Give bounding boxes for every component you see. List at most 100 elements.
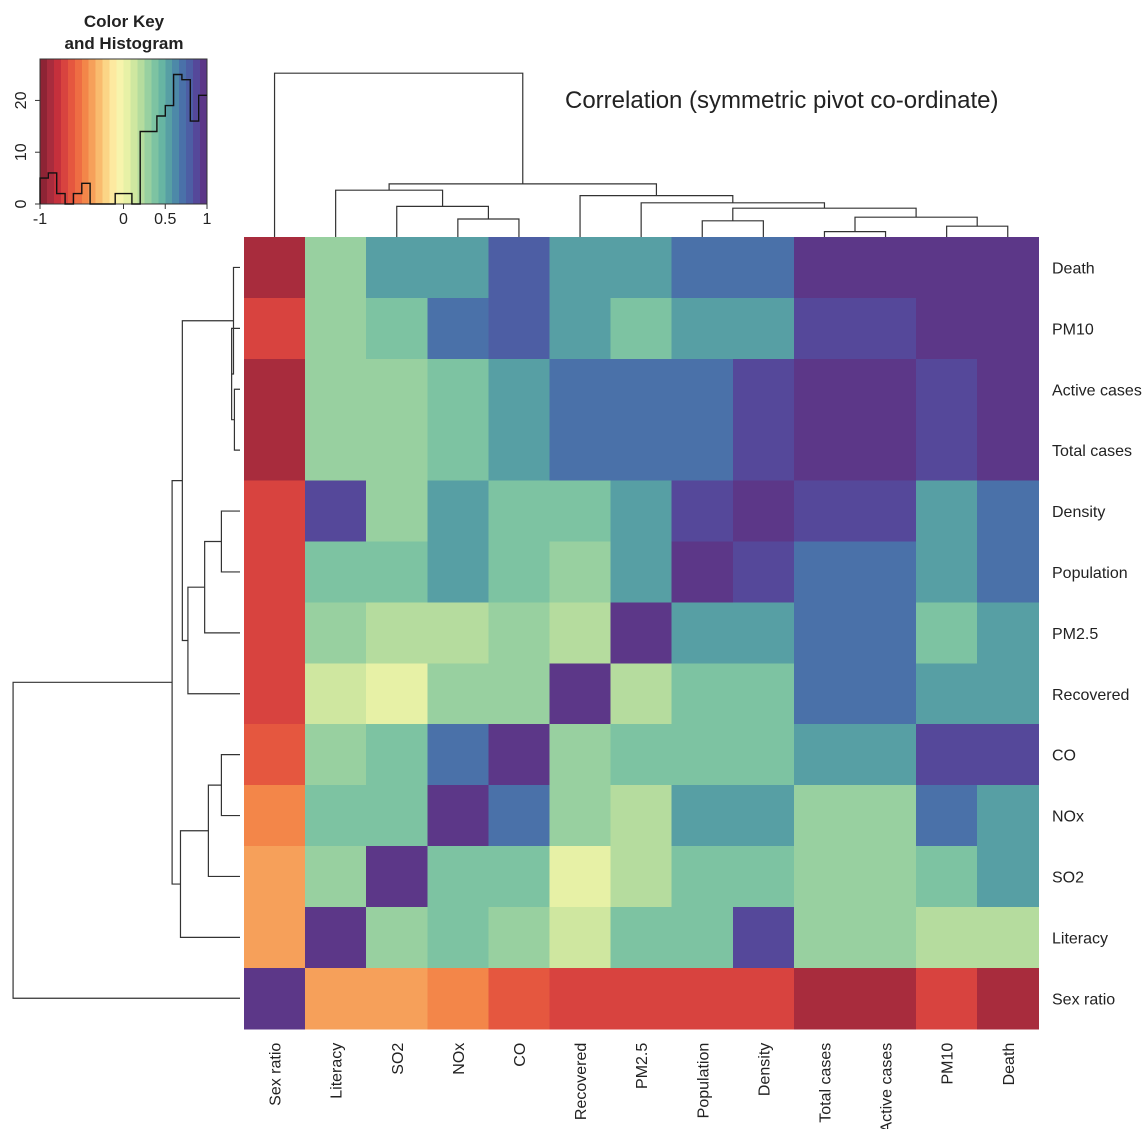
row-label: CO (1052, 748, 1076, 765)
heatmap-cell (427, 967, 489, 1030)
heatmap-cell (977, 237, 1039, 299)
heatmap-cell (244, 602, 306, 664)
heatmap-cell (427, 480, 489, 543)
heatmap-cell (793, 663, 856, 725)
heatmap-cell (366, 785, 428, 847)
heatmap-cell (793, 297, 856, 360)
row-label: Literacy (1052, 930, 1108, 947)
heatmap-cell (488, 724, 551, 786)
heatmap-cell (732, 602, 795, 664)
heatmap-cell (610, 906, 673, 969)
heatmap-cell (732, 663, 795, 725)
row-label: Density (1052, 504, 1105, 521)
heatmap-cell (366, 358, 428, 421)
heatmap-cell (549, 846, 612, 908)
heatmap-cell (427, 541, 489, 603)
heatmap-cell (305, 724, 367, 786)
heatmap-cell (671, 480, 734, 543)
row-label: NOx (1052, 809, 1084, 826)
color-key-subtitle: and Histogram (64, 34, 183, 53)
dendrogram-branch (233, 388, 240, 451)
color-key-swatch (67, 59, 76, 204)
heatmap-cell (916, 785, 978, 847)
heatmap-cell (244, 419, 306, 482)
heatmap-cell (488, 906, 551, 969)
heatmap-cell (671, 297, 734, 360)
heatmap-cell (488, 480, 551, 543)
heatmap-cell (244, 846, 306, 908)
heatmap-cell (916, 724, 978, 786)
heatmap-cell (488, 358, 551, 421)
color-key-swatch (193, 59, 201, 204)
heatmap-cell (244, 906, 306, 969)
heatmap-cell (793, 724, 856, 786)
column-label: NOx (451, 1043, 468, 1075)
heatmap-cell (427, 724, 489, 786)
color-key-y-tick-label: 20 (13, 91, 30, 109)
heatmap-cell (305, 419, 367, 482)
heatmap-cell (366, 419, 428, 482)
heatmap-cell (793, 358, 856, 421)
heatmap-cell (732, 358, 795, 421)
heatmap-cell (549, 237, 612, 299)
heatmap-cells (244, 237, 1039, 1030)
heatmap-cell (855, 785, 917, 847)
column-label: Recovered (573, 1043, 590, 1120)
heatmap-cell (671, 846, 734, 908)
color-key-title: Color Key (84, 12, 165, 31)
heatmap-cell (610, 724, 673, 786)
heatmap-cell (610, 237, 673, 299)
heatmap-cell (793, 846, 856, 908)
heatmap-cell (488, 967, 551, 1030)
heatmap-cell (366, 906, 428, 969)
color-key-swatch (81, 59, 90, 204)
heatmap-cell (610, 785, 673, 847)
dendrogram-branch (181, 320, 234, 642)
heatmap-cell (488, 602, 551, 664)
heatmap-cell (855, 906, 917, 969)
dendrogram-branch (204, 540, 240, 634)
heatmap-cell (977, 358, 1039, 421)
column-label: CO (512, 1043, 529, 1067)
color-key-swatch (95, 59, 104, 204)
heatmap-cell (610, 663, 673, 725)
heatmap-cell (427, 663, 489, 725)
heatmap-cell (916, 967, 978, 1030)
heatmap-cell (977, 846, 1039, 908)
color-key-swatch (46, 59, 55, 204)
row-label: Total cases (1052, 443, 1132, 460)
heatmap-cell (305, 785, 367, 847)
chart-title: Correlation (symmetric pivot co-ordinate… (565, 87, 998, 114)
column-dendrogram (273, 72, 1009, 237)
column-label: Death (1001, 1043, 1018, 1086)
heatmap-cell (610, 297, 673, 360)
heatmap-cell (610, 602, 673, 664)
heatmap-cell (671, 906, 734, 969)
heatmap-cell (488, 846, 551, 908)
heatmap-cell (549, 724, 612, 786)
heatmap-cell (549, 785, 612, 847)
heatmap-cell (977, 663, 1039, 725)
heatmap-cell (671, 663, 734, 725)
heatmap-cell (305, 297, 367, 360)
dendrogram-branch (220, 510, 240, 573)
heatmap-cell (488, 541, 551, 603)
dendrogram-branch (187, 586, 240, 695)
dendrogram-branch (579, 195, 734, 237)
heatmap-cell (855, 297, 917, 360)
heatmap-cell (916, 541, 978, 603)
heatmap-cell (793, 602, 856, 664)
color-key-swatch (172, 59, 180, 204)
dendrogram-branch (273, 72, 524, 237)
heatmap-cell (977, 602, 1039, 664)
color-key-y-tick-label: 10 (13, 143, 30, 161)
heatmap-cell (916, 480, 978, 543)
dendrogram-branch (732, 207, 917, 221)
column-label: PM2.5 (634, 1043, 651, 1089)
dendrogram-branch (335, 189, 444, 237)
color-key-swatch (102, 59, 110, 204)
heatmap-cell (732, 724, 795, 786)
heatmap-cell (732, 846, 795, 908)
heatmap-cell (855, 480, 917, 543)
